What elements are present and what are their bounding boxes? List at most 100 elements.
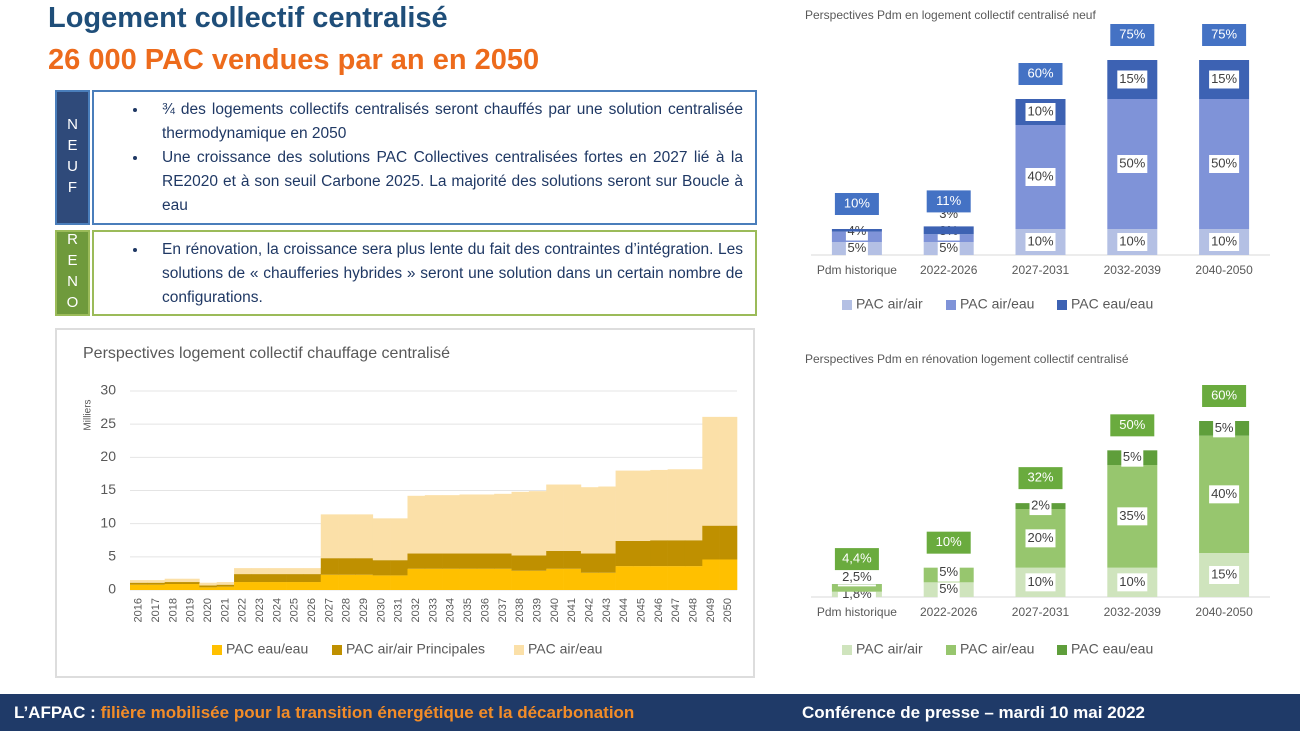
data-label: 5% — [1215, 420, 1234, 435]
area-step — [199, 585, 218, 588]
area-step — [303, 568, 322, 575]
x-tick-label: 2046 — [653, 598, 665, 622]
area-step — [494, 493, 512, 554]
x-tick-label: 2030 — [375, 598, 387, 622]
legend-label: PAC eau/eau — [1071, 641, 1153, 657]
area-step — [580, 553, 599, 573]
area-step — [355, 514, 374, 559]
label-bg — [937, 239, 960, 258]
area-step — [182, 578, 200, 583]
area-step — [355, 574, 374, 590]
label-bg — [1209, 233, 1240, 251]
area-step — [303, 582, 322, 590]
label-bg — [1025, 103, 1056, 121]
label-bg — [1213, 419, 1236, 438]
area-step — [424, 553, 443, 569]
area-step — [476, 553, 495, 569]
area-step — [424, 568, 443, 590]
data-label: 10% — [1119, 233, 1145, 248]
bullet: Une croissance des solutions PAC Collect… — [148, 146, 743, 218]
data-label: 40% — [1211, 486, 1237, 501]
total-label: 11% — [936, 193, 961, 208]
data-label: 2,5% — [842, 569, 872, 584]
x-tick-label: 2026 — [306, 598, 318, 622]
area-step — [268, 574, 287, 583]
area-step — [494, 568, 512, 590]
x-tick-label: 2031 — [393, 598, 405, 622]
label-bg — [1117, 507, 1148, 526]
label-bg — [1117, 233, 1148, 251]
area-step — [476, 494, 495, 554]
area-step — [580, 487, 599, 554]
reno-box: En rénovation, la croissance sera plus l… — [92, 230, 757, 316]
area-step — [234, 574, 252, 583]
footer-left: L’AFPAC : filière mobilisée pour la tran… — [14, 703, 634, 723]
legend-label: PAC air/eau — [528, 641, 602, 657]
area-step — [216, 582, 235, 585]
legend-swatch — [842, 645, 852, 655]
area-step — [268, 568, 287, 575]
area-step — [390, 575, 408, 590]
label-bg — [1117, 573, 1148, 592]
area-step — [320, 514, 339, 559]
label-bg — [1209, 155, 1240, 173]
footer-highlight: filière mobilisée pour la transition éne… — [100, 703, 635, 722]
x-tick-label: 2033 — [427, 598, 439, 622]
area-step — [216, 584, 235, 587]
label-bg — [1025, 233, 1056, 251]
x-tick-label: 2027-2031 — [1012, 263, 1070, 277]
footer: L’AFPAC : filière mobilisée pour la tran… — [0, 694, 1300, 731]
area-step — [546, 550, 564, 569]
area-step — [164, 582, 183, 585]
y-tick-label: 0 — [108, 581, 116, 597]
area-step — [511, 491, 530, 556]
data-label: 10% — [1119, 574, 1145, 589]
bullet: ¾ des logements collectifs centralisés s… — [148, 98, 743, 146]
total-box — [1018, 63, 1063, 85]
area-step — [251, 568, 270, 575]
data-label: 10% — [1211, 233, 1237, 248]
area-step — [546, 484, 564, 551]
x-tick-label: 2027-2031 — [1012, 605, 1070, 619]
data-label: 10% — [1027, 103, 1053, 118]
area-step — [442, 495, 460, 554]
area-step — [390, 518, 408, 561]
data-label: 50% — [1119, 155, 1145, 170]
total-box — [926, 190, 971, 213]
data-label: 15% — [1119, 71, 1145, 86]
data-label: 40% — [1027, 168, 1053, 183]
data-label: 5% — [848, 240, 867, 255]
x-tick-label: 2049 — [705, 598, 717, 622]
legend-label: PAC air/air Principales — [346, 641, 485, 657]
total-box — [1110, 24, 1155, 46]
label-bg — [1029, 497, 1052, 516]
area-step — [702, 525, 720, 560]
bar-segment — [831, 229, 882, 232]
label-bg — [1025, 529, 1056, 548]
area-step — [286, 574, 304, 583]
total-label: 60% — [1027, 65, 1053, 80]
x-tick-label: 2040-2050 — [1195, 263, 1253, 277]
label-bg — [937, 580, 960, 599]
area-step — [650, 540, 668, 567]
data-label: 2% — [1031, 498, 1050, 513]
label-bg — [1117, 70, 1148, 89]
total-label: 50% — [1119, 417, 1145, 432]
area-step — [459, 494, 478, 554]
area-step — [598, 553, 616, 573]
x-tick-label: 2028 — [341, 598, 353, 622]
area-step — [632, 540, 651, 567]
area-step — [580, 572, 599, 590]
total-box — [1202, 385, 1247, 407]
y-tick-label: 25 — [100, 415, 116, 431]
area-step — [251, 582, 270, 590]
data-label: 35% — [1119, 508, 1145, 523]
legend-swatch — [332, 645, 342, 655]
slide-subtitle: 26 000 PAC vendues par an en 2050 — [48, 44, 540, 76]
area-step — [147, 580, 165, 583]
area-step — [407, 553, 426, 569]
area-step — [182, 584, 200, 590]
area-step — [407, 495, 426, 554]
legend-swatch — [514, 645, 524, 655]
x-tick-label: 2032-2039 — [1104, 605, 1162, 619]
